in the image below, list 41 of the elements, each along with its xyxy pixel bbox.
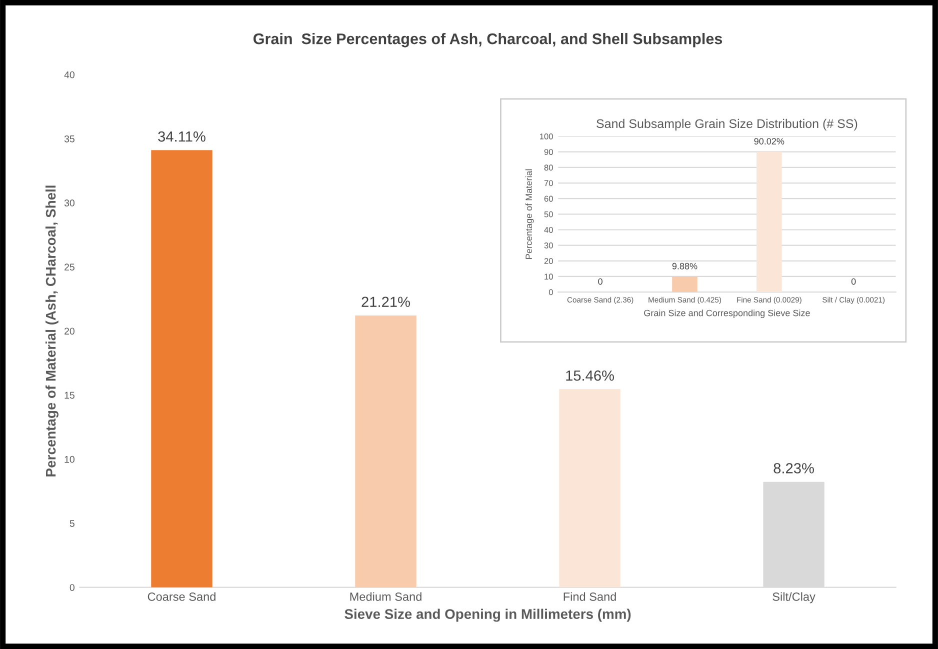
y-tick-label: 0	[548, 289, 553, 296]
y-tick-label: 100	[540, 133, 553, 140]
y-tick-label: 80	[544, 164, 553, 171]
y-axis-title: Percentage of Material (Ash, CHarcoal, Shell	[45, 186, 58, 476]
y-tick-label: 40	[64, 71, 74, 78]
chart-title: Grain Size Percentages of Ash, Charcoal, and Shell Subsamples	[254, 33, 722, 48]
x-axis-title: Grain Size and Corresponding Sieve Size	[644, 310, 810, 318]
y-tick-label: 20	[544, 258, 553, 264]
chart-title: Sand Subsample Grain Size Distribution (# SS)	[596, 118, 858, 131]
y-tick-label: 40	[544, 226, 553, 233]
x-tick-label: Find Sand	[564, 592, 616, 601]
y-tick-label: 70	[544, 180, 553, 186]
data-label: 9.88%	[672, 262, 698, 270]
data-label: 15.46%	[566, 370, 614, 381]
x-tick-label: Medium Sand	[350, 592, 422, 601]
y-tick-label: 20	[64, 328, 74, 335]
y-axis-title: Percentage of Material	[525, 169, 534, 259]
y-tick-label: 30	[544, 242, 553, 248]
y-tick-label: 25	[64, 264, 74, 271]
y-tick-label: 30	[64, 200, 74, 206]
y-tick-label: 60	[544, 196, 553, 202]
y-tick-label: 35	[64, 135, 74, 142]
data-label: 8.23%	[774, 463, 814, 474]
y-tick-label: 5	[70, 520, 74, 527]
y-tick-label: 50	[544, 211, 553, 218]
y-tick-label: 90	[544, 149, 553, 155]
data-label: 0	[851, 278, 856, 285]
y-tick-label: 0	[70, 584, 74, 591]
bar	[151, 150, 212, 588]
data-label: 21.21%	[362, 296, 410, 307]
bar	[355, 315, 416, 588]
x-axis-title: Sieve Size and Opening in Millimeters (mm)	[344, 608, 631, 622]
x-tick-label: Silt/Clay	[772, 592, 816, 604]
y-tick-label: 10	[64, 456, 74, 463]
data-label: 0	[598, 278, 602, 285]
y-tick-label: 15	[64, 392, 74, 399]
bar	[559, 389, 620, 588]
data-label: 90.02%	[754, 138, 784, 144]
x-tick-label: Coarse Sand	[148, 592, 216, 601]
y-tick-label: 10	[544, 274, 553, 280]
data-label: 34.11%	[158, 131, 206, 142]
